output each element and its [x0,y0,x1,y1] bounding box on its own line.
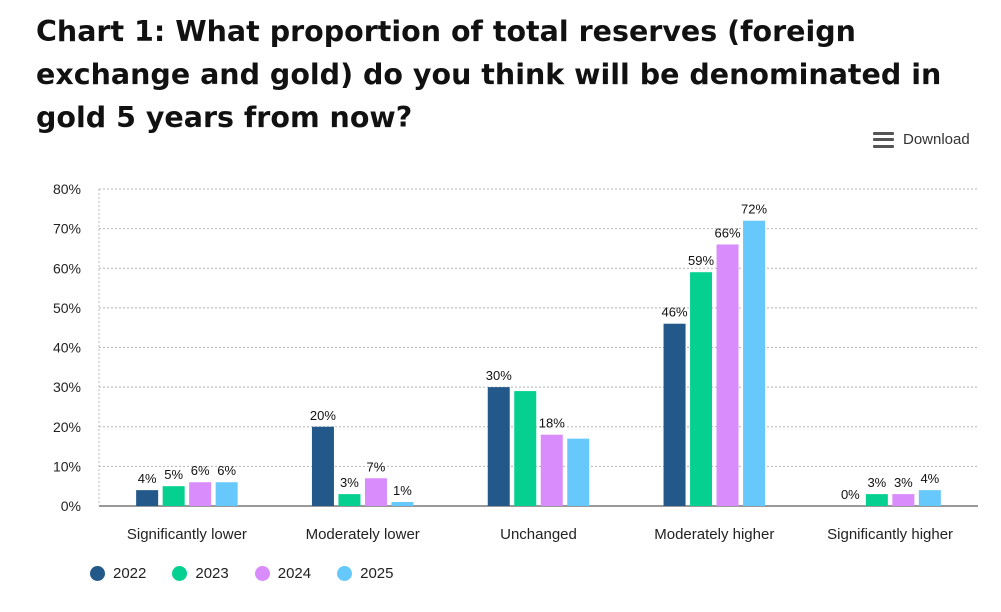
download-label: Download [903,131,970,148]
data-label: 66% [715,225,741,240]
data-label: 20% [310,408,336,423]
bar [215,482,238,506]
bar [136,490,159,506]
legend-label: 2025 [360,565,394,582]
bar [918,490,941,506]
y-tick-label: 80% [53,181,81,197]
data-label: 3% [340,475,359,490]
x-tick-label: Moderately lower [306,526,420,543]
data-label: 4% [920,471,939,486]
data-label: 4% [138,471,157,486]
chart-legend: 2022 2023 2024 2025 [90,565,394,582]
bar [338,494,361,506]
legend-item[interactable]: 2023 [172,565,229,582]
legend-item[interactable]: 2025 [337,565,394,582]
y-tick-label: 20% [53,419,81,435]
y-tick-label: 0% [61,498,81,514]
data-label: 46% [662,305,688,320]
menu-icon [873,131,894,148]
y-tick-label: 40% [53,340,81,356]
data-label: 7% [367,459,386,474]
legend-label: 2022 [113,565,147,582]
legend-label: 2023 [195,565,229,582]
bar [487,387,510,506]
x-tick-label: Unchanged [500,526,577,543]
legend-dot-icon [254,566,270,581]
data-label: 0% [841,487,860,502]
legend-item[interactable]: 2024 [254,565,312,582]
legend-dot-icon [172,566,188,581]
y-tick-label: 10% [53,458,81,474]
bar [716,244,739,506]
bar [690,272,713,506]
legend-item[interactable]: 2022 [90,565,146,582]
x-tick-label: Significantly higher [827,526,953,543]
y-tick-label: 50% [53,300,81,316]
bar [567,438,590,506]
x-tick-label: Significantly lower [127,526,247,543]
data-label: 3% [894,475,913,490]
bar [663,323,686,506]
bar [189,482,212,506]
bar [391,502,414,506]
x-tick-label: Moderately higher [654,526,774,543]
bar [865,494,888,506]
data-label: 30% [486,368,512,383]
data-label: 1% [393,483,412,498]
bar [743,220,766,506]
bar [514,391,537,506]
data-label: 6% [217,463,236,478]
data-label: 72% [741,202,767,217]
bar-chart: 0% 10% 20% 30% 40% 50% 60% 70% 80% 4% 5% 6% 6% Signif… [53,181,978,543]
download-button[interactable]: Download [873,131,970,148]
y-tick-label: 70% [53,221,81,237]
data-label: 5% [164,467,183,482]
bar [892,494,915,506]
bar [540,434,563,506]
data-label: 59% [688,253,714,268]
chart-title: Chart 1: What proportion of total reserv… [36,15,942,134]
y-tick-label: 30% [53,379,81,395]
legend-dot-icon [337,566,353,581]
y-tick-label: 60% [53,260,81,276]
data-label: 6% [191,463,210,478]
bar [311,426,334,506]
data-label: 18% [539,416,565,431]
legend-dot-icon [90,566,105,581]
bar [364,478,387,506]
bar [162,486,185,506]
data-label: 3% [867,475,886,490]
legend-label: 2024 [277,565,312,582]
